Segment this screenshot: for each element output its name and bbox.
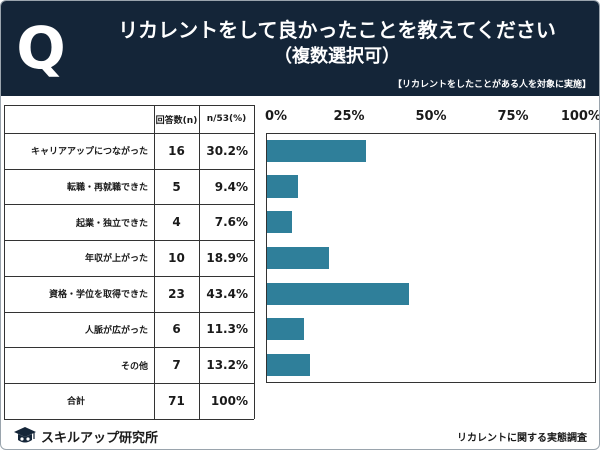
row-count: 7 bbox=[172, 358, 181, 373]
brand-logo: スキルアップ研究所 bbox=[13, 425, 158, 447]
row-label: キャリアアップにつながった bbox=[30, 147, 148, 158]
table-rule bbox=[254, 105, 255, 419]
table-rule bbox=[4, 133, 254, 134]
row-label: その他 bbox=[120, 361, 148, 372]
x-tick-label: 100% bbox=[560, 109, 600, 124]
x-tick-label: 25% bbox=[333, 109, 365, 124]
row-percent: 30.2% bbox=[206, 143, 248, 158]
table-rule bbox=[4, 275, 254, 277]
row-count: 10 bbox=[168, 250, 185, 265]
survey-source: リカレントに関する実態調査 bbox=[457, 433, 587, 444]
row-percent: 18.9% bbox=[206, 250, 248, 265]
page-title: リカレントをして良かったことを教えてください bbox=[118, 18, 556, 42]
data-bar bbox=[267, 211, 292, 234]
row-count: 23 bbox=[168, 286, 185, 301]
total-count: 71 bbox=[168, 393, 185, 408]
percent-column-header: n/53(%) bbox=[206, 114, 247, 124]
row-label: 年収が上がった bbox=[84, 254, 148, 265]
graduation-cap-icon bbox=[14, 427, 36, 443]
row-percent: 43.4% bbox=[206, 286, 248, 301]
row-label: 人脈が広がった bbox=[84, 325, 148, 336]
row-percent: 7.6% bbox=[214, 215, 248, 230]
q-mark: Q bbox=[16, 14, 66, 82]
row-percent: 9.4% bbox=[214, 179, 248, 194]
x-tick-label: 75% bbox=[497, 109, 529, 124]
table-rule bbox=[4, 347, 254, 349]
table-rule bbox=[4, 204, 254, 206]
row-percent: 11.3% bbox=[206, 322, 248, 337]
data-bar bbox=[267, 139, 367, 162]
row-count: 16 bbox=[168, 143, 185, 158]
table-rule bbox=[4, 311, 254, 313]
row-count: 5 bbox=[172, 179, 181, 194]
count-column-header: 回答数(n) bbox=[155, 115, 198, 126]
data-bar bbox=[267, 246, 329, 269]
results-table: 回答数(n) n/53(%) 合計 71 100% 0% 25% 50% 75% 100… bbox=[4, 105, 600, 420]
table-rule bbox=[4, 382, 254, 384]
row-percent: 13.2% bbox=[206, 358, 248, 373]
data-bar bbox=[267, 175, 298, 198]
table-rule bbox=[4, 105, 254, 106]
table-rule bbox=[4, 418, 254, 420]
total-percent: 100% bbox=[210, 393, 248, 408]
row-label: 資格・学位を取得できた bbox=[48, 290, 148, 301]
row-label: 転職・再就職できた bbox=[66, 183, 148, 194]
data-bar bbox=[267, 353, 311, 377]
header-banner: Q リカレントをして良かったことを教えてください （複数選択可） 【リカレントを… bbox=[1, 1, 599, 96]
table-rule bbox=[4, 240, 254, 242]
table-rule bbox=[4, 168, 254, 170]
row-count: 6 bbox=[172, 322, 181, 337]
brand-name: スキルアップ研究所 bbox=[41, 430, 159, 446]
row-label: 起業・独立できた bbox=[75, 218, 148, 229]
data-bar bbox=[267, 318, 305, 341]
data-bar bbox=[267, 282, 410, 305]
total-label: 合計 bbox=[66, 397, 85, 408]
x-tick-label: 0% bbox=[265, 109, 288, 124]
table-rule bbox=[199, 105, 200, 419]
survey-note: 【リカレントをしたことがある人を対象に実施】 bbox=[392, 80, 591, 90]
x-tick-label: 50% bbox=[415, 109, 447, 124]
page-subtitle: （複数選択可） bbox=[274, 46, 400, 67]
table-rule bbox=[154, 105, 155, 419]
row-count: 4 bbox=[172, 215, 181, 230]
table-rule bbox=[4, 105, 5, 419]
